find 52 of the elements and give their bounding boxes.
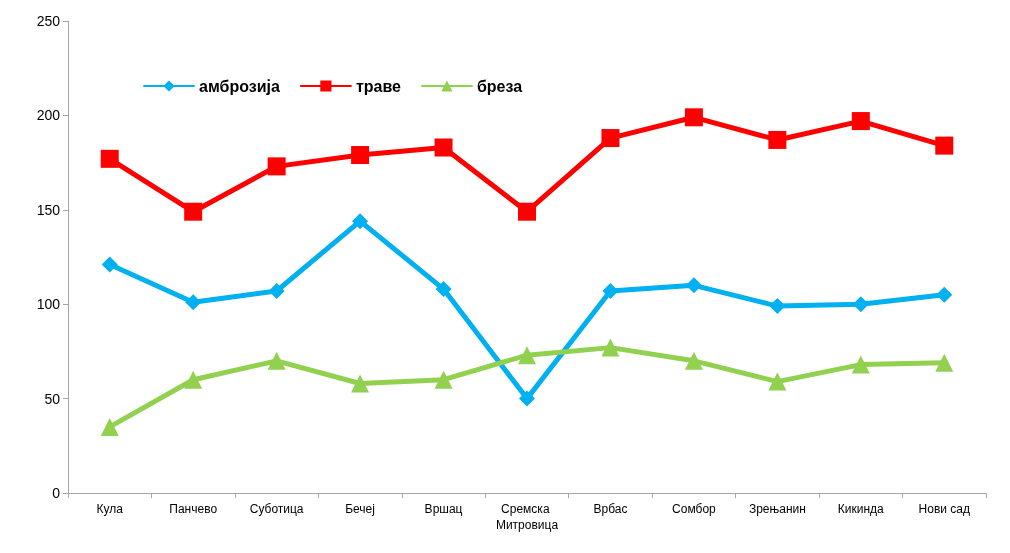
point: [684, 108, 703, 127]
point: [185, 294, 202, 311]
point: [267, 157, 286, 176]
point: [268, 282, 285, 299]
point: [769, 298, 786, 315]
point: [434, 138, 453, 157]
point: [936, 286, 953, 303]
point: [518, 202, 536, 221]
point: [935, 353, 954, 372]
y-tick-label: 200: [36, 107, 61, 124]
x-tick-label: Сомбор: [672, 502, 717, 516]
point: [519, 390, 535, 407]
point: [601, 338, 620, 357]
x-tick-label: Нови сад: [918, 502, 970, 516]
x-tick-label: Зрењанин: [748, 502, 806, 516]
point: [601, 129, 620, 148]
point: [935, 136, 954, 155]
y-tick-label: 250: [36, 13, 61, 29]
point: [434, 370, 453, 389]
point: [851, 355, 870, 374]
x-tick-label: Вршац: [424, 502, 463, 516]
point: [267, 351, 286, 370]
x-tick-label: Панчево: [169, 502, 218, 516]
y-tick-label: 50: [44, 390, 61, 407]
x-tick-label: Бечеј: [345, 502, 375, 516]
x-tick-label: Кикинда: [837, 502, 885, 516]
x-tick-label: Суботица: [249, 502, 304, 516]
point: [101, 256, 118, 273]
point: [352, 213, 369, 230]
x-tick-label: Кула: [96, 502, 124, 516]
y-tick-label: 0: [52, 485, 61, 501]
point: [768, 372, 787, 391]
x-tick-label: Врбас: [593, 502, 628, 516]
point: [184, 370, 203, 389]
point: [684, 351, 703, 370]
point: [100, 417, 119, 436]
point: [685, 277, 702, 294]
legend-label: траве: [355, 77, 402, 95]
point: [100, 149, 119, 168]
legend-label: амброзија: [199, 77, 280, 95]
point: [435, 281, 452, 298]
point: [184, 202, 203, 221]
point: [602, 282, 619, 299]
point: [351, 374, 370, 393]
x-tick-label: Сремска Митровица: [495, 502, 559, 532]
point: [768, 130, 787, 149]
point: [518, 346, 536, 365]
y-tick-label: 100: [36, 296, 61, 313]
point: [351, 146, 370, 165]
point: [851, 112, 870, 131]
y-tick-label: 150: [36, 201, 61, 218]
legend-label: бреза: [476, 77, 523, 95]
